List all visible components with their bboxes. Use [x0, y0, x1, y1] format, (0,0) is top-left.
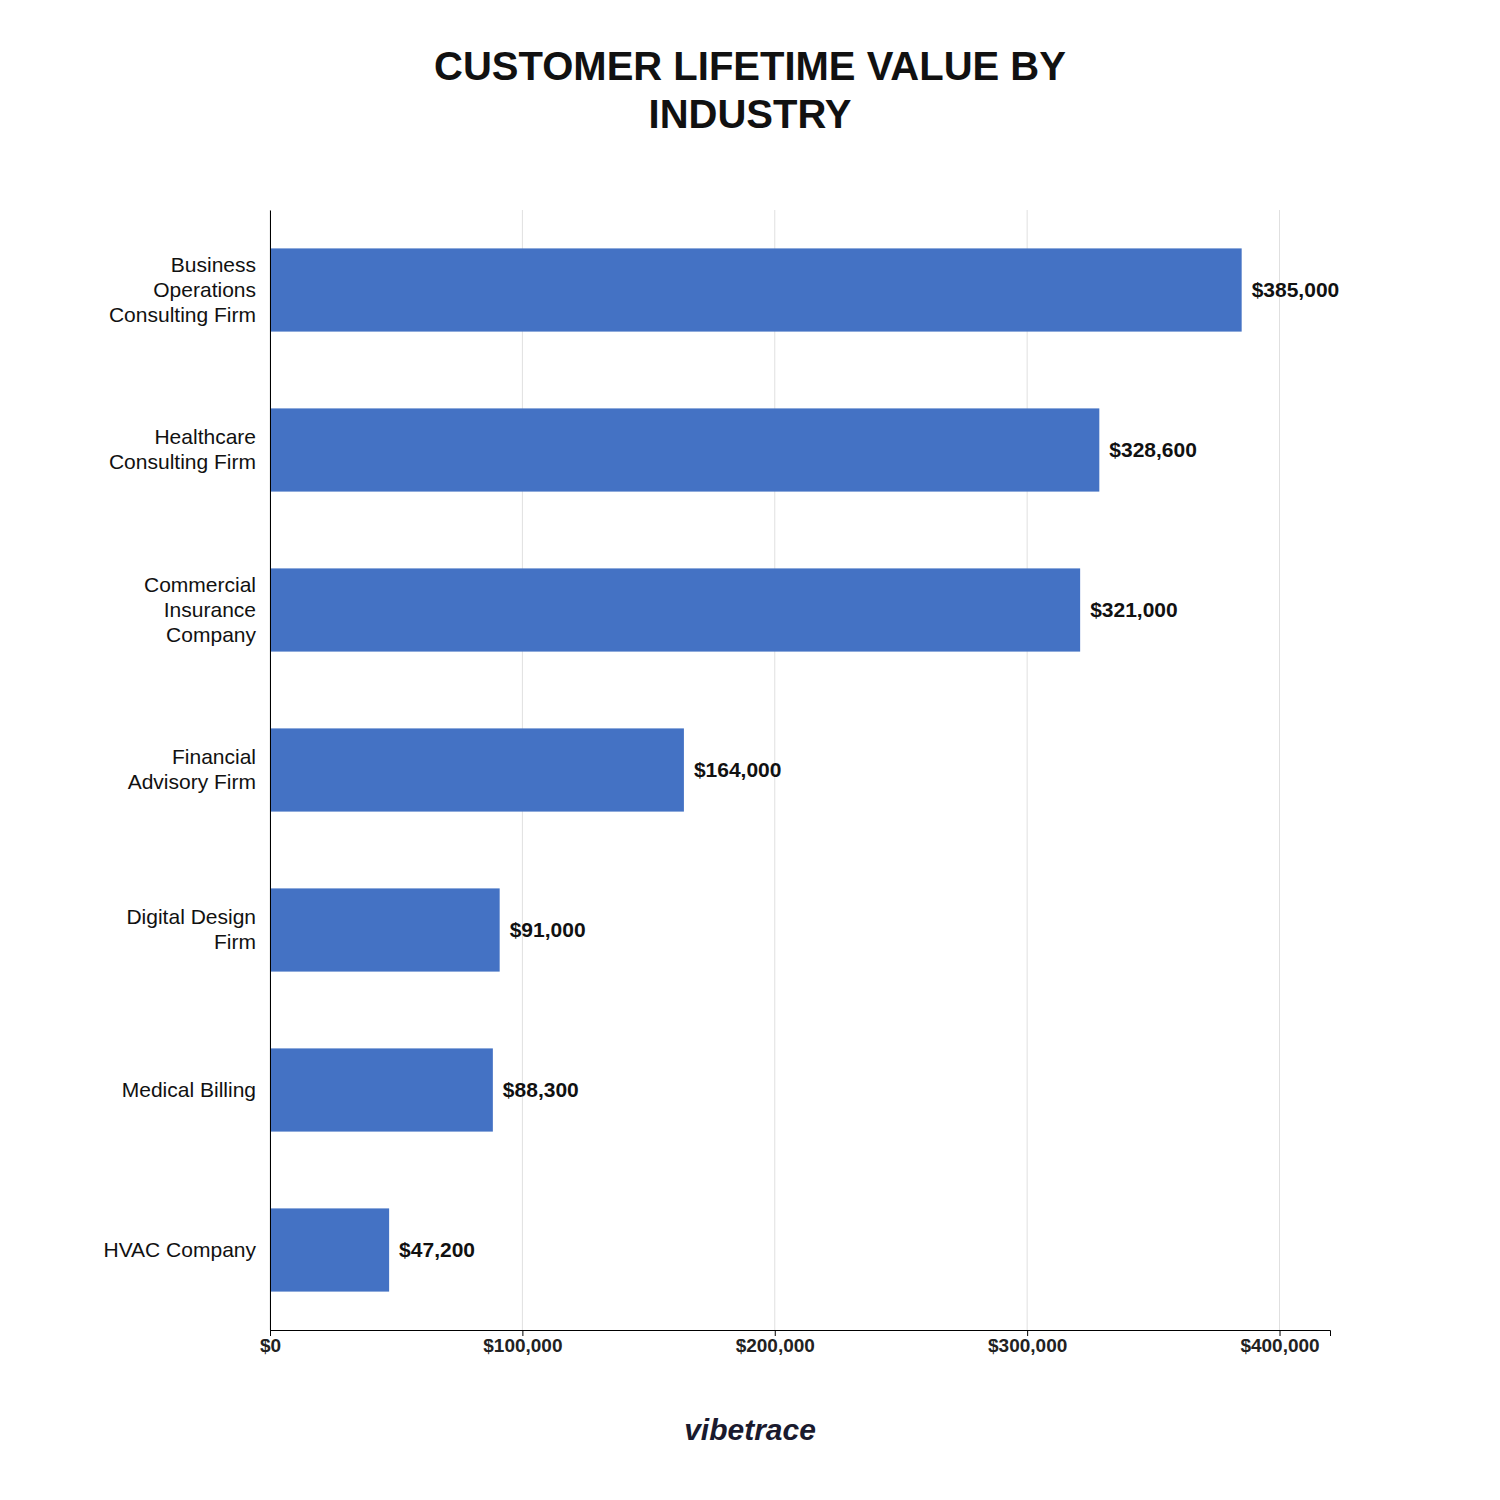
- y-axis-line: [270, 211, 271, 1331]
- x-tick: $200,000: [736, 1330, 815, 1356]
- chart-svg: CUSTOMER LIFETIME VALUE BYINDUSTRY $385,0…: [0, 0, 1500, 1500]
- bar: [270, 568, 1080, 651]
- data-label: $88,300: [503, 1078, 579, 1101]
- x-tick-label: $0: [260, 1335, 281, 1356]
- x-tick: $0: [260, 1330, 281, 1356]
- y-axis: BusinessOperationsConsulting Firm Healthc…: [104, 211, 271, 1331]
- data-label: $385,000: [1252, 278, 1340, 301]
- y-tick-label: Medical Billing: [122, 1078, 256, 1101]
- y-tick: CommercialInsuranceCompany: [144, 573, 257, 646]
- y-tick-label: FinancialAdvisory Firm: [128, 745, 256, 793]
- bars: [270, 248, 1242, 1291]
- x-tick: $100,000: [483, 1330, 562, 1356]
- bar: [270, 248, 1242, 331]
- grid-line: [270, 210, 271, 1330]
- x-tick-label: $200,000: [736, 1335, 815, 1356]
- data-label: $164,000: [694, 758, 782, 781]
- y-tick: HVAC Company: [104, 1238, 257, 1261]
- y-tick-label: CommercialInsuranceCompany: [144, 573, 257, 646]
- x-tick: $300,000: [988, 1330, 1067, 1356]
- bar: [270, 1048, 493, 1131]
- bar: [270, 1208, 389, 1291]
- data-label: $328,600: [1109, 438, 1197, 461]
- x-tick-label: $400,000: [1240, 1335, 1319, 1356]
- grid: [270, 210, 1280, 1330]
- x-axis: $0 $100,000 $200,000 $300,000 $400,000: [260, 1330, 1331, 1356]
- y-tick: HealthcareConsulting Firm: [109, 425, 256, 473]
- y-tick: Medical Billing: [122, 1078, 256, 1101]
- data-labels: $385,000 $328,600 $321,000 $164,000 $91,000 $…: [399, 278, 1339, 1261]
- grid-line: [1279, 210, 1280, 1330]
- data-label: $321,000: [1090, 598, 1178, 621]
- grid-line: [1027, 210, 1028, 1330]
- y-tick: FinancialAdvisory Firm: [128, 745, 256, 793]
- y-tick: BusinessOperationsConsulting Firm: [109, 253, 256, 326]
- bar: [270, 408, 1099, 491]
- chart-title: CUSTOMER LIFETIME VALUE BYINDUSTRY: [434, 44, 1066, 136]
- y-tick-label: HVAC Company: [104, 1238, 257, 1261]
- y-tick-label: Digital DesignFirm: [126, 905, 256, 953]
- x-tick-label: $100,000: [483, 1335, 562, 1356]
- y-tick-label: BusinessOperationsConsulting Firm: [109, 253, 256, 326]
- y-tick: Digital DesignFirm: [126, 905, 256, 953]
- bar: [270, 728, 684, 811]
- y-tick-label: HealthcareConsulting Firm: [109, 425, 256, 473]
- bar: [270, 888, 500, 971]
- plot-area: $385,000 $328,600 $321,000 $164,000 $91,000 $…: [104, 210, 1340, 1356]
- data-label: $47,200: [399, 1238, 475, 1261]
- x-tick-label: $300,000: [988, 1335, 1067, 1356]
- x-tick: $400,000: [1240, 1330, 1319, 1356]
- watermark: vibetrace: [684, 1413, 816, 1446]
- data-label: $91,000: [510, 918, 586, 941]
